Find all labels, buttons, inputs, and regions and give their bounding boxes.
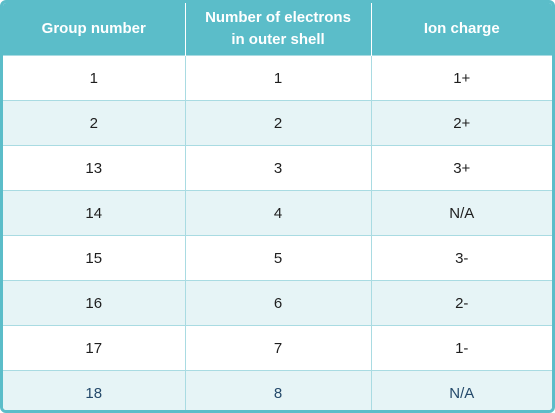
cell-electrons: 6 [184,280,371,326]
table-body: 1 1 1+ 2 2 2+ 13 3 3+ 14 4 N/A 15 5 [3,55,552,410]
cell-group-number: 17 [3,325,185,371]
cell-group-number: 14 [3,190,185,236]
cell-ion-charge: 1- [370,325,552,371]
table-row: 18 8 N/A [3,370,552,410]
cell-group-number: 18 [3,370,185,410]
cell-ion-charge: N/A [370,370,552,410]
cell-group-number: 13 [3,145,185,191]
cell-group-number: 15 [3,235,185,281]
table-row: 15 5 3- [3,235,552,281]
header-group-number: Group number [3,3,185,56]
cell-electrons: 2 [184,100,371,146]
table-row: 13 3 3+ [3,145,552,191]
header-electrons-outer-shell: Number of electrons in outer shell [184,3,371,56]
cell-ion-charge: 2+ [370,100,552,146]
cell-group-number: 16 [3,280,185,326]
cell-ion-charge: 2- [370,280,552,326]
header-ion-charge: Ion charge [370,3,552,56]
cell-group-number: 1 [3,55,185,101]
cell-ion-charge: N/A [370,190,552,236]
cell-ion-charge: 3- [370,235,552,281]
ion-charge-table: Group number Number of electrons in outer… [3,3,552,410]
cell-ion-charge: 1+ [370,55,552,101]
table-row: 2 2 2+ [3,100,552,146]
table-row: 1 1 1+ [3,55,552,101]
table-row: 14 4 N/A [3,190,552,236]
header-row: Group number Number of electrons in outer… [3,3,552,56]
header-electrons-line2: in outer shell [231,31,325,48]
cell-electrons: 8 [184,370,371,410]
table-row: 17 7 1- [3,325,552,371]
header-electrons-line1: Number of electrons [205,9,351,26]
cell-electrons: 5 [184,235,371,281]
cell-electrons: 3 [184,145,371,191]
table-header: Group number Number of electrons in outer… [3,3,552,56]
cell-group-number: 2 [3,100,185,146]
cell-electrons: 4 [184,190,371,236]
table-row: 16 6 2- [3,280,552,326]
cell-electrons: 1 [184,55,371,101]
cell-ion-charge: 3+ [370,145,552,191]
cell-electrons: 7 [184,325,371,371]
